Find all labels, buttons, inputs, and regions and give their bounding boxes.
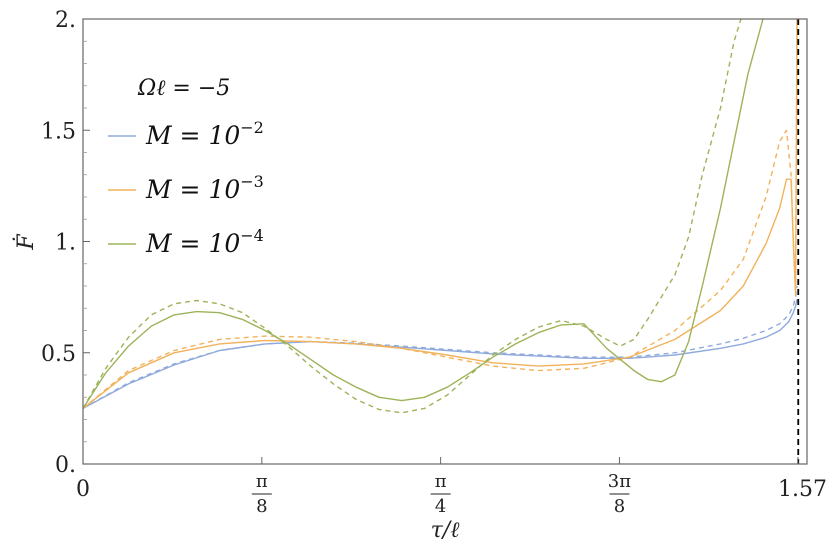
series-line-3 [83, 19, 798, 409]
x-tick-label-den: 4 [435, 496, 446, 517]
y-tick-label: 1. [55, 231, 76, 256]
x-tick-label-den: 8 [614, 496, 625, 517]
x-tick-label: 1.57 [778, 477, 827, 502]
series-line-4 [83, 19, 798, 409]
y-tick-label: 0. [55, 453, 76, 478]
series-line-6 [83, 19, 742, 414]
axis-layer: 0 π 8 π 4 3π 8 1.57 0. 0.5 1. 1.5 2. [41, 8, 827, 517]
x-tick-label-den: 8 [256, 496, 267, 517]
legend-label: M = 10−3 [145, 172, 264, 204]
x-axis-label: τ/ℓ [431, 518, 461, 543]
x-tick-label: 0 [76, 477, 90, 502]
legend-title: Ωℓ = −5 [137, 76, 230, 101]
y-tick-label: 0.5 [41, 342, 76, 367]
y-tick-label: 1.5 [41, 119, 76, 144]
x-tick-label-num: 3π [608, 471, 631, 492]
x-tick-label-num: π [256, 471, 268, 492]
y-tick-label: 2. [55, 8, 76, 33]
y-axis-label: Ḟ [12, 234, 39, 251]
x-tick-label-num: π [435, 471, 447, 492]
series-layer [83, 19, 798, 414]
series-line-2 [83, 285, 798, 410]
